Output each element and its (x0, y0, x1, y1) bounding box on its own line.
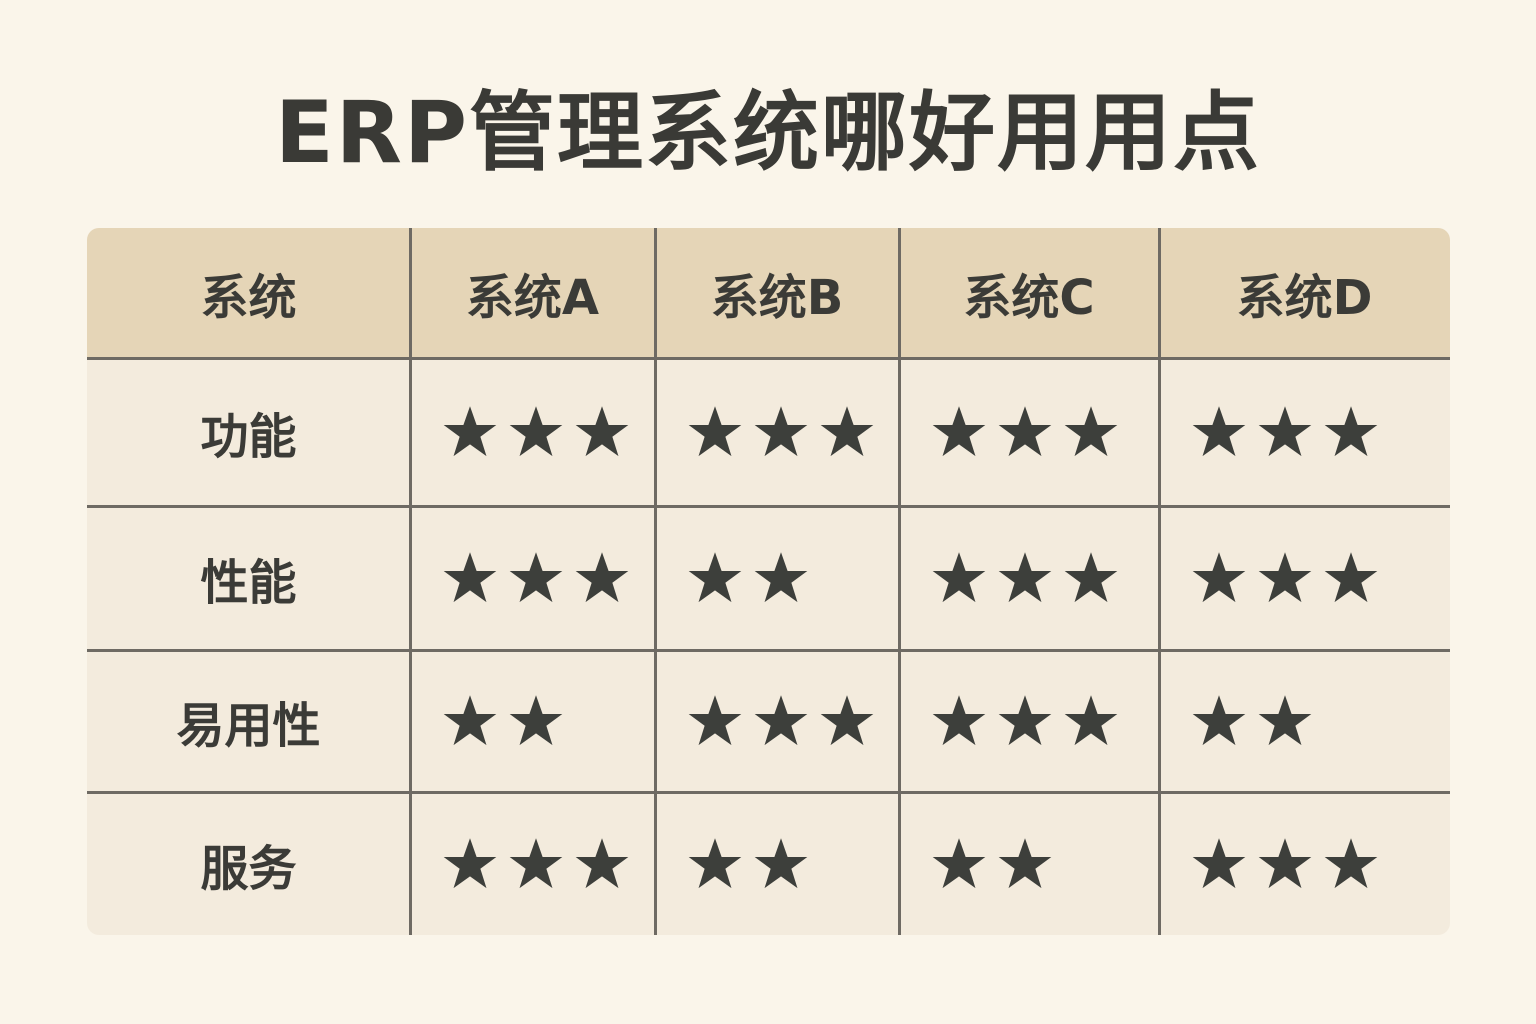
rating-cell (655, 650, 899, 792)
table-row: 功能 (87, 358, 1450, 506)
grid-line (87, 357, 1450, 360)
star-icon (1258, 406, 1312, 457)
star-icon (932, 837, 986, 888)
header-cell: 系统D (1236, 270, 1373, 326)
star-icon (1064, 406, 1118, 457)
star-icon (443, 695, 497, 746)
star-icon (754, 695, 808, 746)
star-icon (754, 406, 808, 457)
rating-cell (410, 358, 655, 506)
star-icon (1258, 695, 1312, 746)
grid-line (87, 505, 1450, 508)
row-label: 易用性 (176, 698, 321, 754)
table-header-row: 系统 系统A 系统B 系统C 系统D (87, 228, 1450, 358)
rating-cell (899, 506, 1159, 650)
star-icon (1324, 837, 1378, 888)
rating-cell (899, 650, 1159, 792)
rating-cell (1159, 650, 1450, 792)
star-icon (1192, 695, 1246, 746)
grid-line (654, 228, 657, 935)
header-cell: 系统 (200, 270, 297, 326)
star-icon (688, 552, 742, 603)
star-icon (754, 552, 808, 603)
star-icon (575, 552, 629, 603)
rating-cell (1159, 506, 1450, 650)
star-icon (509, 695, 563, 746)
star-icon (754, 837, 808, 888)
star-icon (1324, 406, 1378, 457)
star-icon (998, 552, 1052, 603)
rating-cell (410, 650, 655, 792)
star-icon (443, 406, 497, 457)
table-row: 性能 (87, 506, 1450, 650)
star-icon (932, 695, 986, 746)
star-icon (1064, 695, 1118, 746)
rating-cell (1159, 792, 1450, 935)
rating-cell (899, 792, 1159, 935)
star-icon (688, 406, 742, 457)
rating-cell (1159, 358, 1450, 506)
star-icon (1324, 552, 1378, 603)
grid-line (1158, 228, 1161, 935)
table-row: 服务 (87, 792, 1450, 935)
star-icon (1258, 552, 1312, 603)
row-label: 性能 (200, 555, 297, 611)
rating-cell (410, 792, 655, 935)
star-icon (509, 552, 563, 603)
star-icon (932, 552, 986, 603)
star-icon (443, 837, 497, 888)
grid-line (87, 791, 1450, 794)
grid-line (409, 228, 412, 935)
header-cell: 系统C (963, 270, 1095, 326)
star-icon (688, 837, 742, 888)
star-icon (998, 695, 1052, 746)
star-icon (1192, 552, 1246, 603)
rating-cell (899, 358, 1159, 506)
star-icon (688, 695, 742, 746)
header-cell: 系统B (710, 270, 844, 326)
star-icon (1192, 837, 1246, 888)
row-label: 功能 (200, 409, 297, 465)
star-icon (932, 406, 986, 457)
star-icon (1064, 552, 1118, 603)
star-icon (509, 837, 563, 888)
star-icon (575, 837, 629, 888)
header-cell: 系统A (465, 270, 600, 326)
star-icon (1258, 837, 1312, 888)
grid-line (87, 649, 1450, 652)
rating-cell (655, 506, 899, 650)
star-icon (575, 406, 629, 457)
rating-cell (655, 792, 899, 935)
row-label: 服务 (200, 840, 297, 897)
star-icon (509, 406, 563, 457)
star-icon (820, 406, 874, 457)
rating-cell (410, 506, 655, 650)
table-row: 易用性 (87, 650, 1450, 792)
star-icon (998, 406, 1052, 457)
star-icon (998, 837, 1052, 888)
rating-cell (655, 358, 899, 506)
comparison-table: 系统 系统A 系统B 系统C 系统D 功能性能易用性服务 (87, 228, 1450, 935)
star-icon (820, 695, 874, 746)
grid-line (898, 228, 901, 935)
star-icon (1192, 406, 1246, 457)
star-icon (443, 552, 497, 603)
page-title: ERP管理系统哪好用用点 (275, 83, 1261, 183)
